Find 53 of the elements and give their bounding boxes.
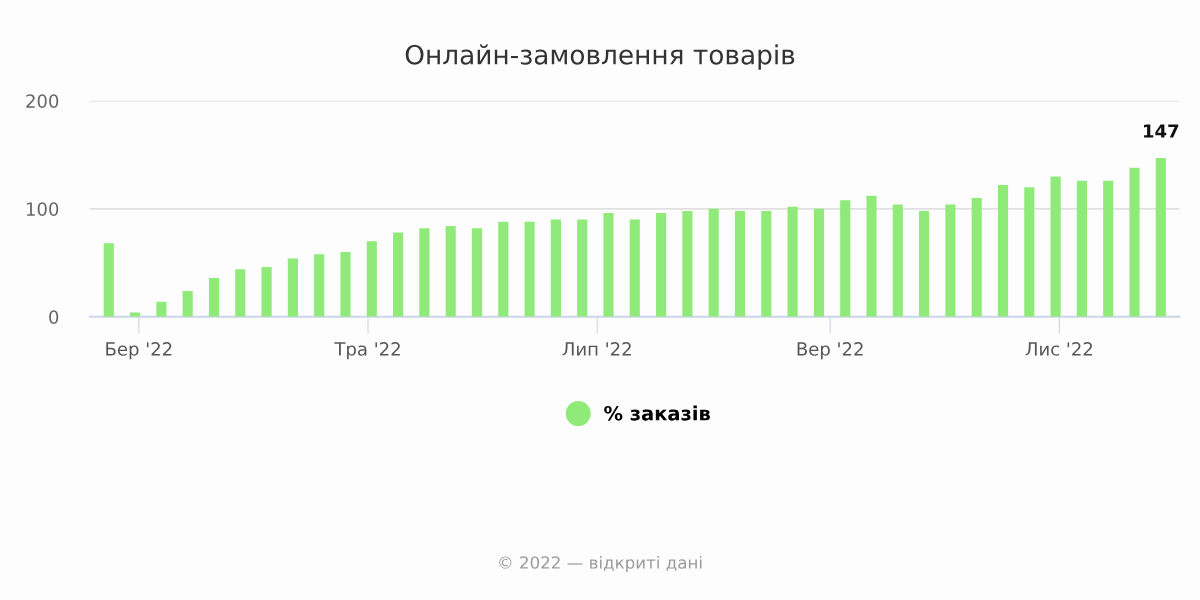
bar — [761, 210, 772, 317]
bar — [1024, 187, 1035, 317]
bar — [287, 258, 298, 317]
bar — [471, 228, 483, 317]
bar — [629, 219, 640, 317]
bar — [156, 301, 167, 317]
bar — [182, 290, 193, 317]
bar — [945, 204, 956, 317]
bar — [445, 226, 456, 317]
bar — [577, 219, 588, 317]
x-tick-label: Лип '22 — [562, 342, 631, 356]
chart-title: Онлайн-замовлення товарів — [405, 44, 795, 70]
bar — [498, 221, 509, 317]
legend-label: % заказів — [604, 405, 710, 421]
x-tick-label: Вер '22 — [797, 342, 863, 360]
bar — [1103, 180, 1114, 317]
bar — [682, 210, 693, 317]
y-tick-label: 0 — [49, 310, 59, 324]
text: © 2022 — відкриті дані — [499, 555, 702, 573]
bar — [840, 200, 851, 317]
bar — [997, 185, 1009, 317]
bar — [813, 208, 824, 317]
bar — [393, 232, 404, 317]
bar — [130, 312, 141, 317]
y-tick-label: 100 — [26, 202, 59, 216]
bar — [524, 221, 535, 317]
x-tick-label: Бер '22 — [106, 342, 172, 360]
y-tick-label: 200 — [26, 94, 59, 108]
bar — [1076, 180, 1087, 317]
bar — [1129, 167, 1140, 317]
bar — [1050, 176, 1061, 317]
x-tick-label: Тра '22 — [334, 342, 400, 360]
bar — [971, 198, 982, 317]
bar — [261, 267, 272, 317]
bar — [235, 269, 246, 317]
bar — [550, 219, 561, 317]
data-label: 147 — [1144, 124, 1179, 138]
bar — [208, 277, 220, 317]
bar — [919, 210, 930, 317]
bar — [419, 228, 430, 317]
bar — [1155, 158, 1166, 317]
bar — [892, 204, 903, 317]
bar — [103, 243, 114, 317]
x-tick-label: Лис '22 — [1025, 342, 1093, 356]
bar — [603, 213, 614, 317]
bar — [366, 241, 377, 317]
bar — [314, 254, 325, 317]
bar — [656, 213, 667, 317]
bar — [340, 252, 351, 317]
bar — [866, 195, 877, 317]
bar — [734, 210, 746, 317]
bar — [787, 206, 798, 317]
bar — [708, 208, 719, 317]
